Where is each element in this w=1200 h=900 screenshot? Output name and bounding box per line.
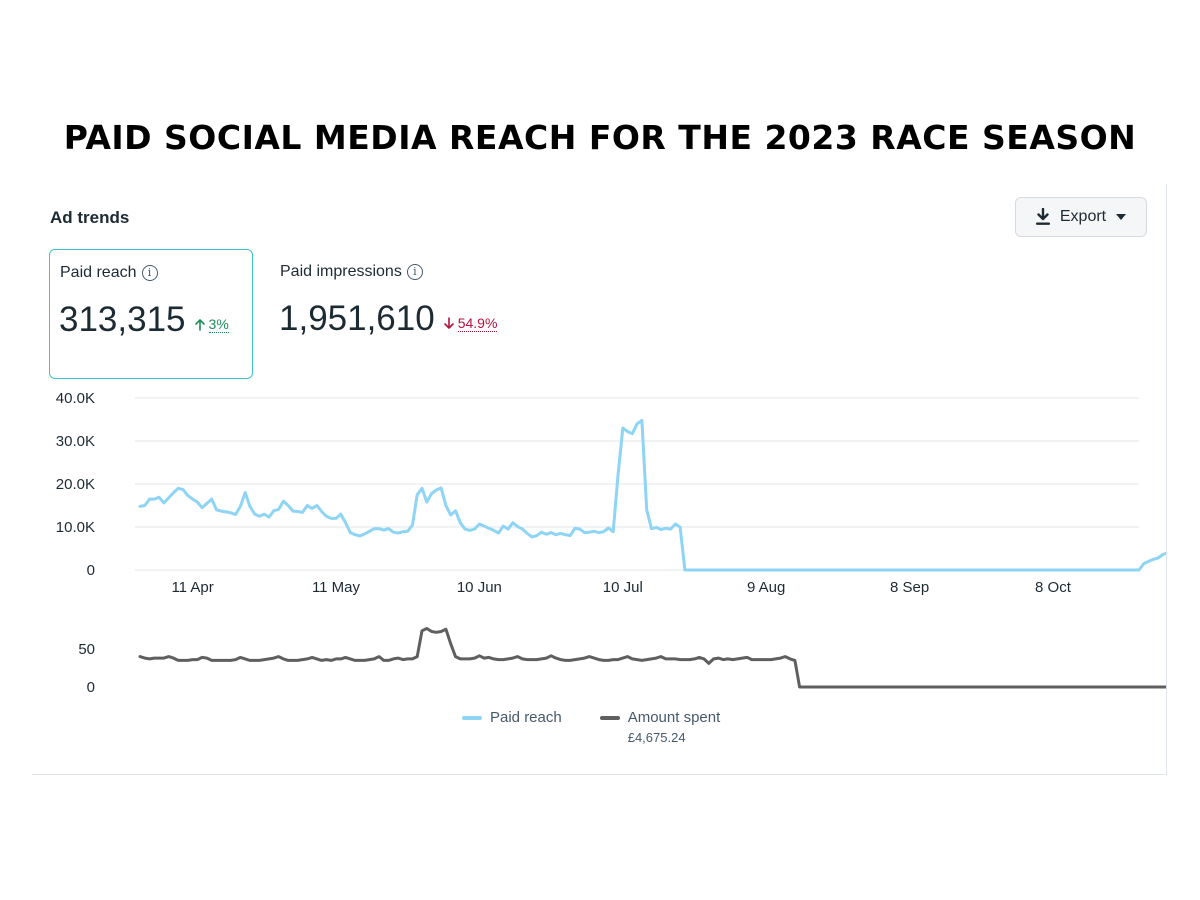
y-tick-label: 20.0K xyxy=(56,476,95,493)
metric-label: Paid impressions xyxy=(280,263,402,280)
legend-label: Amount spent xyxy=(627,709,721,726)
change-indicator: 54.9% xyxy=(443,314,498,332)
chart-legend: Paid reach Amount spent £4,675.24 xyxy=(462,709,720,745)
legend-swatch-reach xyxy=(462,716,482,720)
legend-item-paid-reach[interactable]: Paid reach xyxy=(462,709,562,745)
legend-item-amount-spent[interactable]: Amount spent £4,675.24 xyxy=(599,709,721,745)
change-percent[interactable]: 54.9% xyxy=(457,314,498,332)
y-tick-label: 30.0K xyxy=(56,433,95,450)
metric-label: Paid reach xyxy=(60,264,137,281)
x-tick-label: 8 Sep xyxy=(890,579,929,596)
change-indicator: 3% xyxy=(194,315,229,333)
y-tick-label: 0 xyxy=(87,679,95,696)
arrow-down-icon xyxy=(443,317,454,329)
metric-paid-impressions[interactable]: Paid impressions i 1,951,610 54.9% xyxy=(278,249,578,379)
ad-trends-chart: 0 10.0K 20.0K 30.0K 40.0K 11 Apr 11 May 10 Jun 1… xyxy=(56,390,1166,696)
caret-down-icon xyxy=(1116,214,1127,220)
export-button[interactable]: Export xyxy=(1015,197,1147,237)
legend-subvalue: £4,675.24 xyxy=(627,730,686,745)
legend-swatch-spent xyxy=(599,716,620,720)
ad-trends-card: Ad trends Export Paid reach i 313,315 3% xyxy=(32,184,1167,775)
metric-value: 1,951,610 xyxy=(279,299,435,338)
download-icon xyxy=(1035,208,1050,225)
metric-paid-reach[interactable]: Paid reach i 313,315 3% xyxy=(49,249,253,379)
info-icon[interactable]: i xyxy=(141,265,158,281)
metric-value: 313,315 xyxy=(59,300,186,339)
y-tick-label: 50 xyxy=(78,641,95,658)
x-tick-label: 8 Oct xyxy=(1035,579,1072,596)
y-tick-label: 40.0K xyxy=(56,390,95,407)
x-tick-label: 11 Apr xyxy=(171,579,213,596)
x-tick-label: 11 May xyxy=(312,579,361,596)
y-tick-label: 10.0K xyxy=(56,519,95,536)
x-tick-label: 10 Jun xyxy=(457,579,502,596)
card-title: Ad trends xyxy=(50,208,130,227)
change-percent[interactable]: 3% xyxy=(208,315,229,333)
y-tick-label: 0 xyxy=(87,562,95,579)
x-tick-label: 9 Aug xyxy=(747,579,785,596)
series-line-amount-spent xyxy=(138,627,1166,689)
export-label: Export xyxy=(1059,208,1107,225)
series-line-paid-reach xyxy=(138,418,1166,572)
arrow-up-icon xyxy=(194,319,205,331)
info-icon[interactable]: i xyxy=(406,264,423,280)
legend-label: Paid reach xyxy=(490,709,562,726)
x-tick-label: 10 Jul xyxy=(603,579,643,596)
page-title: PAID SOCIAL MEDIA REACH FOR THE 2023 RAC… xyxy=(63,118,1137,157)
